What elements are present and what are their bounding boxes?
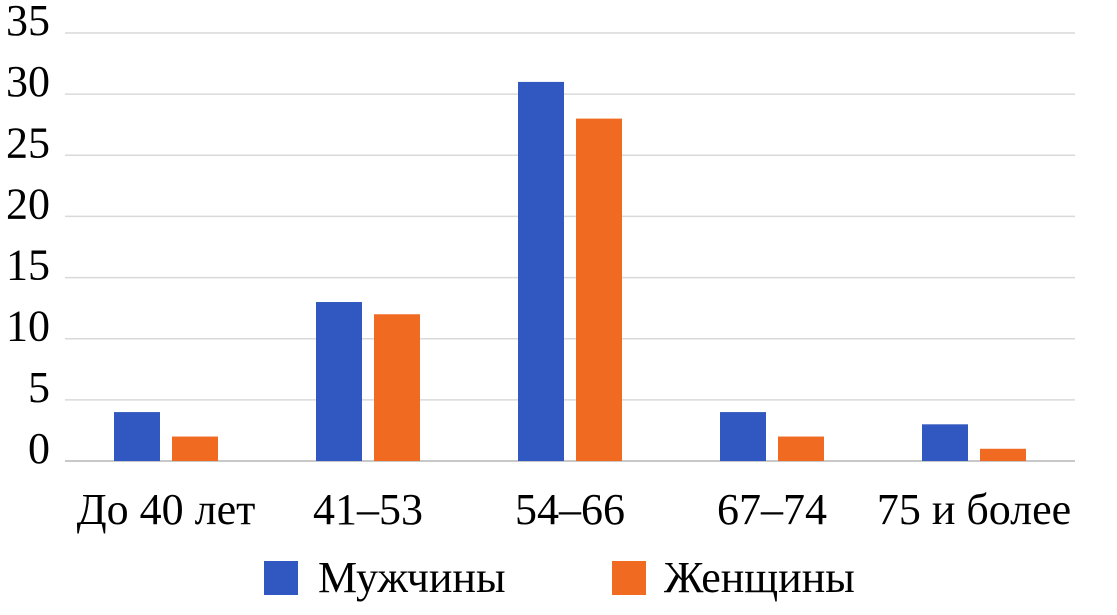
legend-swatch-women [612, 561, 646, 595]
x-tick-label: 67–74 [717, 485, 827, 534]
x-axis: До 40 лет 41–53 54–66 67–74 75 и более [77, 485, 1072, 534]
y-tick-label: 15 [6, 241, 50, 290]
bar-women [778, 436, 824, 461]
y-tick-label: 35 [6, 0, 50, 45]
x-tick-label: До 40 лет [77, 485, 256, 534]
bar-women [172, 436, 218, 461]
bars [114, 81, 1026, 462]
y-tick-label: 30 [6, 57, 50, 106]
x-tick-label: 41–53 [313, 485, 423, 534]
y-tick-label: 10 [6, 302, 50, 351]
bar-women [980, 448, 1026, 461]
x-tick-label: 75 и более [877, 485, 1071, 534]
bar-men [316, 302, 362, 461]
bar-women [576, 118, 622, 461]
legend-label-women: Женщины [664, 553, 855, 602]
y-tick-label: 0 [28, 424, 50, 473]
y-tick-label: 20 [6, 179, 50, 228]
bar-men [922, 424, 968, 461]
gridlines [65, 32, 1075, 462]
y-axis: 0 5 10 15 20 25 30 35 [6, 0, 50, 473]
bar-women [374, 314, 420, 461]
bar-men [114, 412, 160, 461]
y-tick-label: 5 [28, 363, 50, 412]
legend-label-men: Мужчины [318, 553, 506, 602]
bar-men [518, 81, 564, 462]
y-tick-label: 25 [6, 118, 50, 167]
bar-men [720, 412, 766, 461]
x-tick-label: 54–66 [515, 485, 625, 534]
legend: Мужчины Женщины [264, 553, 855, 602]
legend-swatch-men [264, 561, 298, 595]
